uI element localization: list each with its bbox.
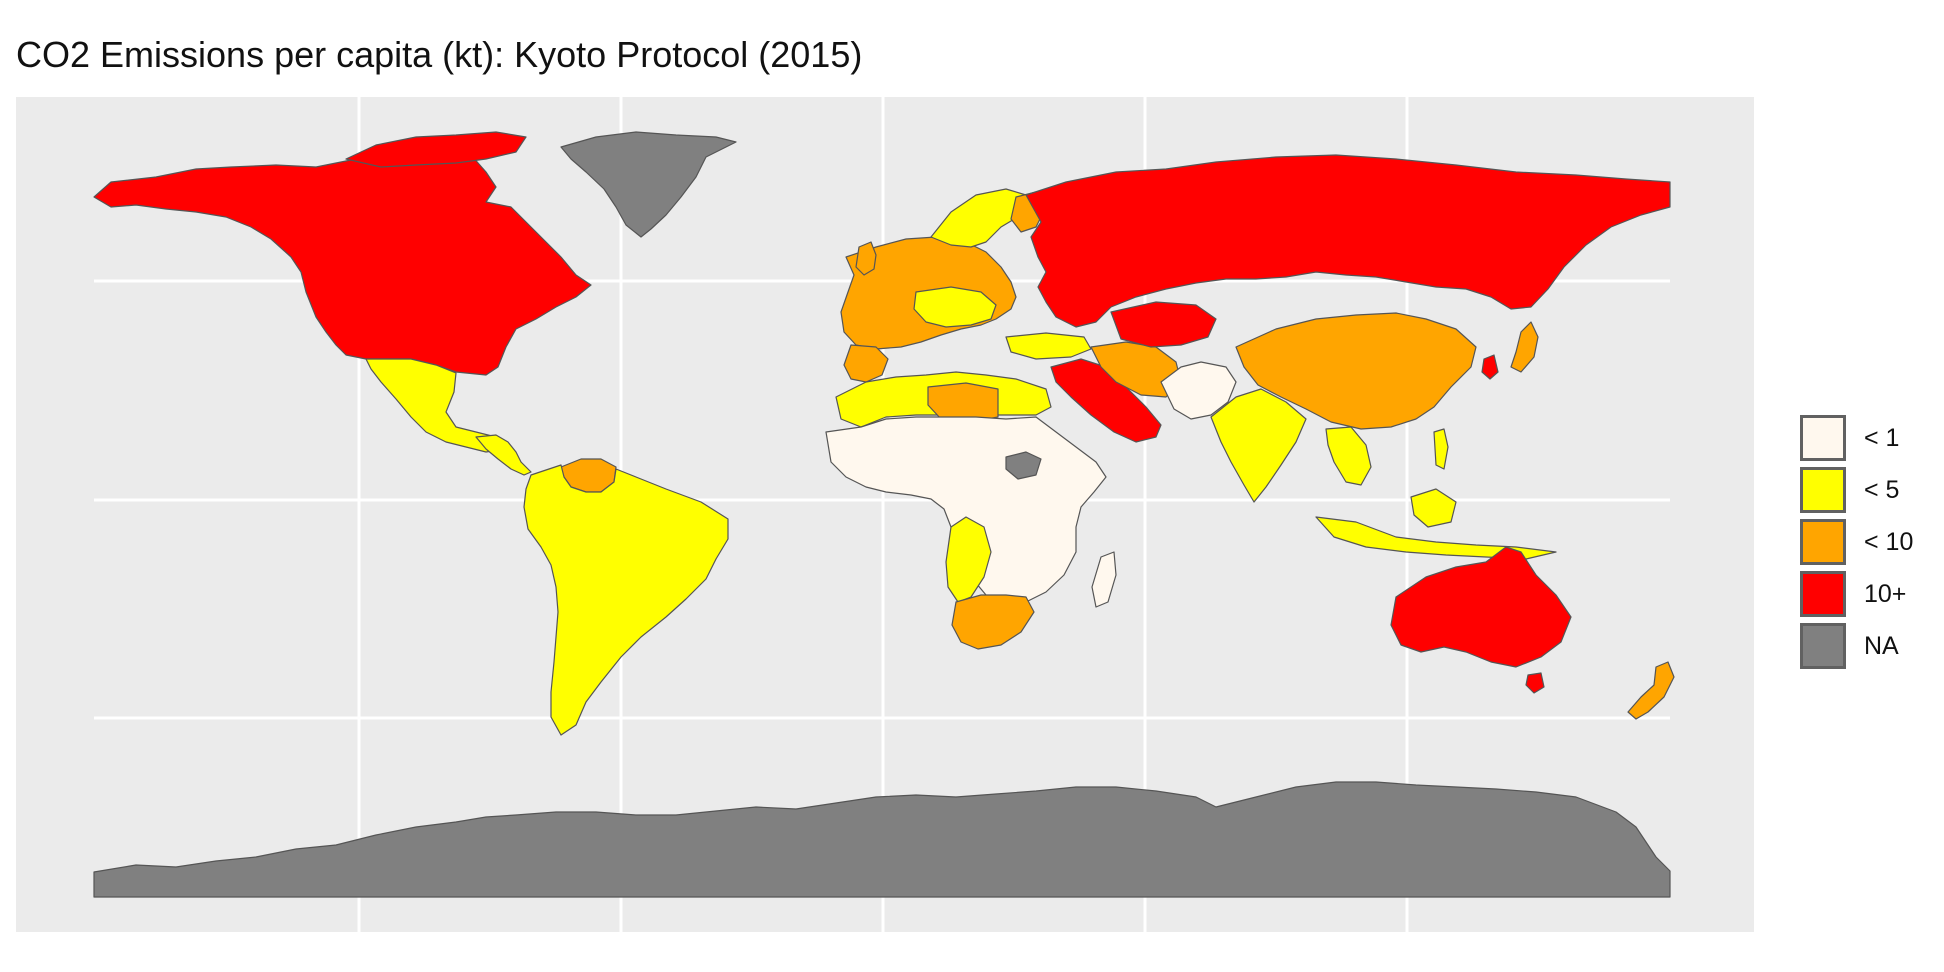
region-tasmania — [1525, 672, 1545, 694]
legend-item-lt10: < 10 — [1800, 516, 1940, 568]
region-greenland — [560, 131, 737, 238]
map-panel — [16, 97, 1754, 932]
legend-label-lt1: < 1 — [1864, 423, 1900, 452]
legend: < 1 < 5 < 10 10+ NA — [1800, 412, 1940, 672]
legend-key-lt10 — [1800, 519, 1846, 565]
region-eastern-europe — [913, 286, 997, 328]
region-turkey — [1005, 332, 1092, 360]
region-south-korea — [1481, 354, 1499, 380]
legend-key-lt1 — [1800, 415, 1846, 461]
region-central-america — [475, 434, 532, 476]
region-india — [1210, 388, 1307, 503]
region-china — [1235, 312, 1477, 430]
region-central-asia — [1160, 361, 1237, 420]
region-south-america — [523, 464, 729, 736]
region-philippines — [1433, 428, 1449, 470]
map-title: CO2 Emissions per capita (kt): Kyoto Pro… — [16, 34, 863, 75]
region-kazakhstan — [1110, 301, 1217, 348]
legend-key-10plus — [1800, 571, 1846, 617]
region-south-africa — [951, 594, 1035, 650]
region-libya — [927, 382, 999, 423]
region-indonesia — [1315, 516, 1557, 560]
region-uk — [855, 241, 877, 276]
legend-key-lt5 — [1800, 467, 1846, 513]
region-borneo — [1410, 488, 1457, 528]
region-iberia — [843, 344, 889, 383]
legend-key-na — [1800, 623, 1846, 669]
legend-label-10plus: 10+ — [1864, 579, 1907, 608]
legend-item-lt5: < 5 — [1800, 464, 1940, 516]
legend-label-lt10: < 10 — [1864, 527, 1914, 556]
legend-item-na: NA — [1800, 620, 1940, 672]
legend-label-na: NA — [1864, 631, 1899, 660]
region-japan — [1510, 321, 1539, 373]
region-madagascar — [1091, 551, 1117, 608]
legend-item-lt1: < 1 — [1800, 412, 1940, 464]
region-southern-africa — [945, 516, 992, 603]
region-russia — [1025, 154, 1671, 328]
region-australia — [1390, 546, 1572, 668]
region-southeast-asia — [1325, 426, 1372, 486]
legend-label-lt5: < 5 — [1864, 475, 1900, 504]
region-arctic-islands — [345, 131, 527, 168]
legend-item-10plus: 10+ — [1800, 568, 1940, 620]
region-south-sudan — [1005, 451, 1042, 480]
region-new-zealand — [1627, 661, 1675, 720]
region-antarctica — [93, 781, 1671, 898]
